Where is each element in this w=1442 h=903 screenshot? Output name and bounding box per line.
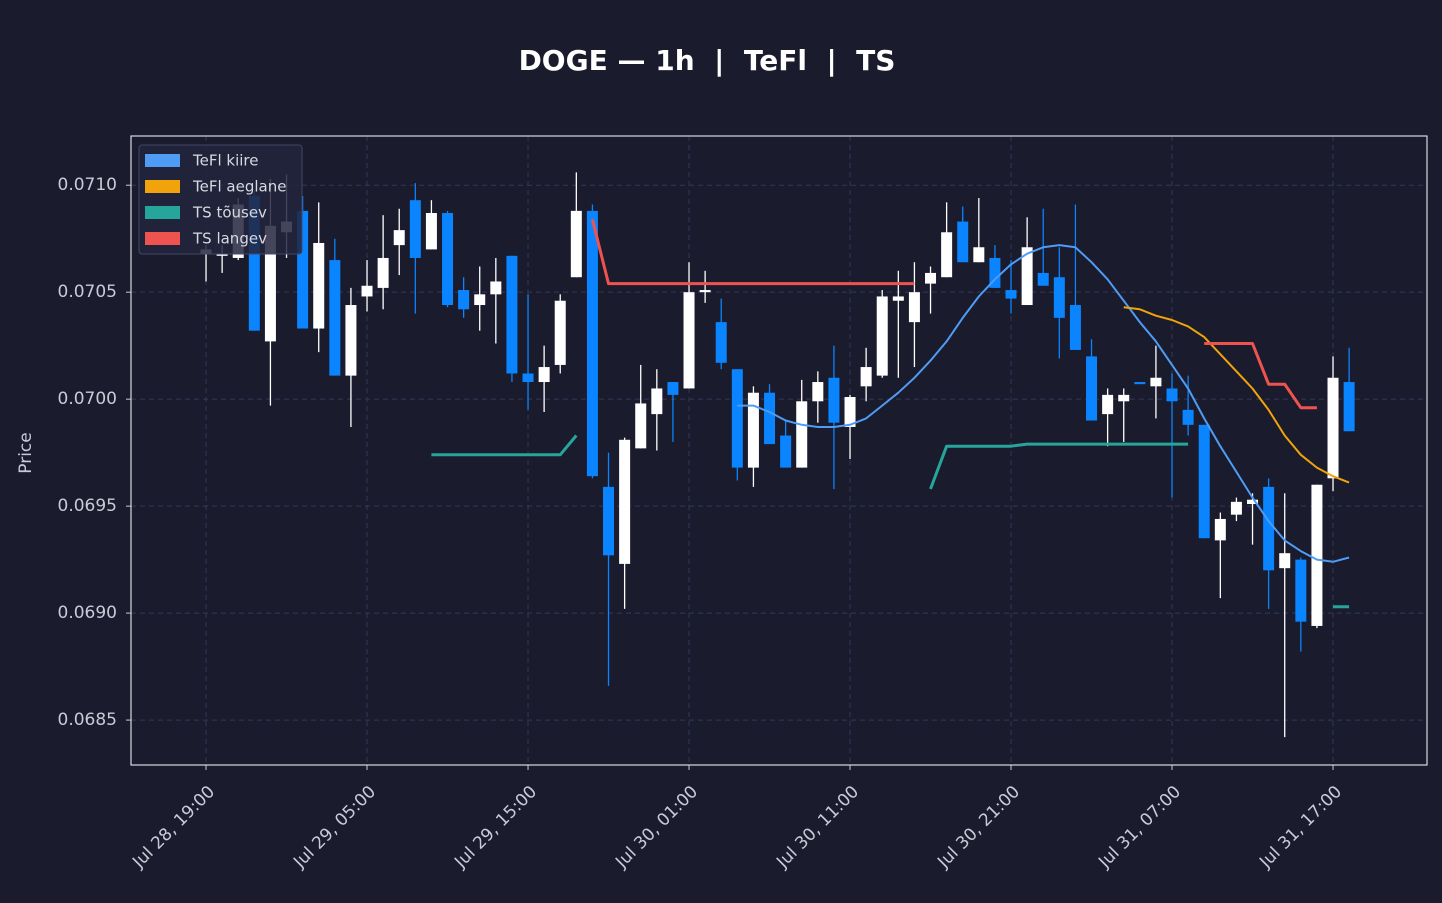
candle-body: [1005, 290, 1017, 299]
candle-body: [1214, 518, 1226, 541]
candle-body: [683, 292, 695, 389]
candle-body: [1279, 553, 1291, 569]
candle-body: [764, 392, 776, 445]
candle-body: [345, 305, 357, 376]
candle-body: [329, 260, 341, 376]
candle-body: [699, 290, 711, 293]
chart-title: DOGE — 1h | TeFl | TS: [519, 44, 896, 77]
candle-body: [474, 294, 486, 306]
candle-body: [442, 213, 454, 306]
candle-body: [1118, 394, 1130, 402]
candle-body: [1053, 277, 1065, 318]
candle-body: [908, 292, 920, 323]
candle-body: [892, 296, 904, 301]
indicator-line: [590, 219, 1317, 410]
candle-body: [361, 285, 373, 297]
plot-frame: [130, 135, 1428, 766]
legend-label: TeFl aeglane: [192, 178, 286, 196]
candle-body: [264, 225, 276, 342]
y-tick-label: 0.0685: [58, 710, 117, 730]
legend-label: TS langev: [192, 230, 267, 248]
candle-body: [248, 195, 260, 331]
candle-body: [715, 322, 727, 363]
candle-body: [989, 257, 1001, 288]
candle-body: [876, 296, 888, 376]
candle-body: [603, 486, 615, 556]
candle-body: [1343, 382, 1355, 432]
candle-body: [570, 210, 582, 278]
candle-body: [780, 435, 792, 468]
candle-body: [1166, 388, 1178, 402]
candle-body: [619, 439, 631, 564]
candle-body: [393, 230, 405, 246]
candle-body: [313, 242, 325, 329]
candle-body: [297, 210, 309, 329]
y-tick-label: 0.0690: [58, 603, 117, 623]
y-tick-label: 0.0710: [58, 175, 117, 195]
legend-label: TeFl kiire: [192, 152, 259, 170]
candle-body: [1230, 501, 1242, 515]
candle-body: [538, 367, 550, 383]
candle-body: [1069, 305, 1081, 350]
candle-body: [667, 382, 679, 395]
candle-body: [1182, 409, 1194, 425]
candle-body: [1295, 559, 1307, 622]
candle-body: [635, 403, 647, 449]
candle-body: [1102, 394, 1114, 415]
candle-body: [409, 200, 421, 258]
candle-body: [586, 210, 598, 477]
candle-body: [1311, 484, 1323, 626]
y-axis-label: Price: [16, 432, 36, 473]
candle-body: [1086, 356, 1098, 421]
candle-body: [1327, 377, 1339, 479]
candle-body: [925, 272, 937, 284]
candle-body: [377, 257, 389, 288]
candle-body: [216, 253, 228, 256]
candle-body: [796, 401, 808, 468]
candle-body: [506, 255, 518, 374]
indicator-line: [1123, 306, 1350, 484]
legend-label: TS tõusev: [192, 204, 267, 222]
candle-body: [1263, 486, 1275, 571]
indicator-line: [737, 244, 1350, 563]
y-tick-label: 0.0695: [58, 496, 117, 516]
legend-swatch: [145, 180, 180, 193]
y-tick-label: 0.0700: [58, 389, 117, 409]
candle-body: [490, 281, 502, 295]
candle-body: [812, 382, 824, 402]
candle-body: [458, 290, 470, 310]
legend-swatch: [145, 232, 180, 245]
y-tick-label: 0.0705: [58, 282, 117, 302]
candle-body: [860, 367, 872, 387]
candle-body: [1037, 272, 1049, 286]
candle-body: [554, 300, 566, 365]
candle-body: [941, 232, 953, 278]
legend-swatch: [145, 206, 180, 219]
candle-body: [1198, 424, 1210, 539]
candle-body: [651, 388, 663, 415]
candle-body: [828, 377, 840, 423]
legend-box: [138, 144, 303, 255]
candle-body: [1134, 382, 1146, 385]
candle-body: [1150, 377, 1162, 387]
candle-body: [844, 397, 856, 427]
candle-body: [1021, 247, 1033, 306]
legend-swatch: [145, 154, 180, 167]
indicator-line: [431, 434, 1350, 609]
candle-body: [522, 373, 534, 383]
candle-body: [973, 247, 985, 263]
candle-body: [747, 392, 759, 468]
candle-body: [957, 221, 969, 263]
candle-body: [1247, 499, 1259, 504]
candle-body: [425, 213, 437, 250]
candle-body: [731, 369, 743, 468]
